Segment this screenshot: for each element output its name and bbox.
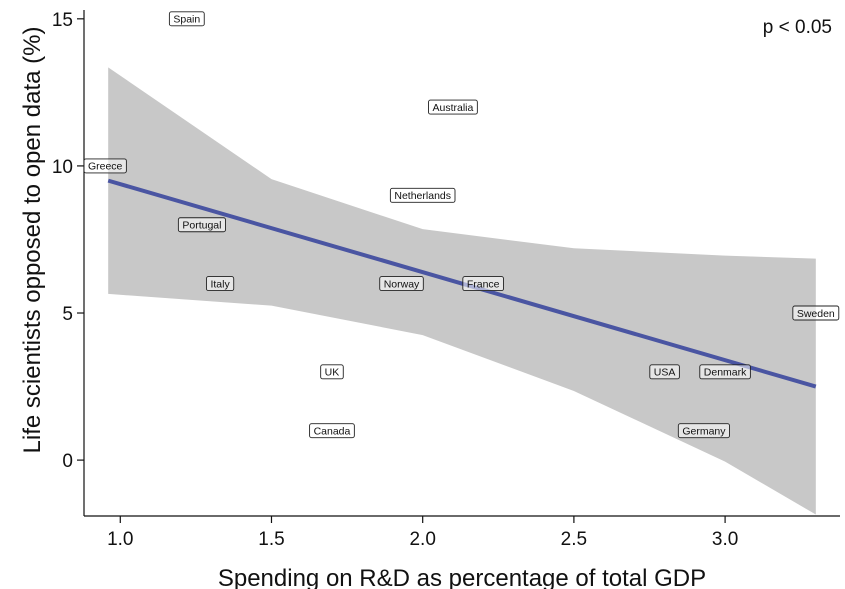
data-point-netherlands: Netherlands [389,187,456,203]
data-point-label: USA [654,367,676,379]
data-point-box [677,423,730,439]
x-tick-label: 1.0 [107,529,133,550]
data-point-box [309,423,355,439]
data-point-label: Italy [210,278,230,290]
data-point-denmark: Denmark [699,364,751,380]
data-point-label: Germany [682,425,726,437]
data-point-label: France [467,278,500,290]
fit-line-layer [107,178,817,389]
y-tick-label: 0 [62,451,73,472]
confidence-band [108,67,816,515]
data-point-sweden: Sweden [792,305,840,321]
confidence-band-layer [108,67,816,515]
data-point-label: Greece [88,161,123,173]
data-point-box [205,276,235,292]
data-point-box [428,99,478,115]
data-point-box [792,305,840,321]
data-point-box [83,158,127,174]
regression-line [107,178,817,389]
data-point-france: France [462,276,504,292]
y-tick-label: 15 [52,10,73,31]
data-point-norway: Norway [379,276,424,292]
data-point-italy: Italy [205,276,235,292]
data-point-uk: UK [320,364,344,380]
data-point-label: Canada [314,425,351,437]
data-point-australia: Australia [428,99,478,115]
data-point-usa: USA [649,364,680,380]
data-point-canada: Canada [309,423,355,439]
data-point-label: Spain [173,14,200,26]
y-axis-title: Life scientists opposed to open data (%) [19,27,46,454]
y-tick-label: 5 [62,304,73,325]
data-point-portugal: Portugal [177,217,226,233]
data-point-box [389,187,456,203]
data-point-greece: Greece [83,158,127,174]
data-point-label: Netherlands [394,190,451,202]
data-point-box [699,364,751,380]
data-point-label: Sweden [797,308,835,320]
x-tick-label: 1.5 [258,529,284,550]
x-tick-label: 3.0 [712,529,738,550]
x-tick-label: 2.5 [561,529,587,550]
data-point-label: Portugal [182,220,221,232]
data-point-label: UK [325,367,340,379]
data-point-box [320,364,344,380]
data-point-box [177,217,226,233]
x-axis-title: Spending on R&D as percentage of total G… [218,565,706,589]
data-point-label: Norway [384,278,420,290]
data-labels-layer: Spain Australia Greece Netherlands Portugal I… [83,11,840,439]
data-point-label: Australia [432,102,473,114]
data-point-label: Denmark [704,367,747,379]
y-tick-label: 10 [52,157,73,178]
data-point-box [379,276,424,292]
data-point-spain: Spain [168,11,205,27]
x-tick-label: 2.0 [409,529,435,550]
data-point-germany: Germany [677,423,730,439]
p-value-annotation: p < 0.05 [763,17,832,38]
data-point-box [649,364,680,380]
axes: 1.0 1.5 2.0 2.5 3.0 0 5 10 15 [52,10,840,550]
data-point-box [168,11,205,27]
data-point-box [462,276,504,292]
